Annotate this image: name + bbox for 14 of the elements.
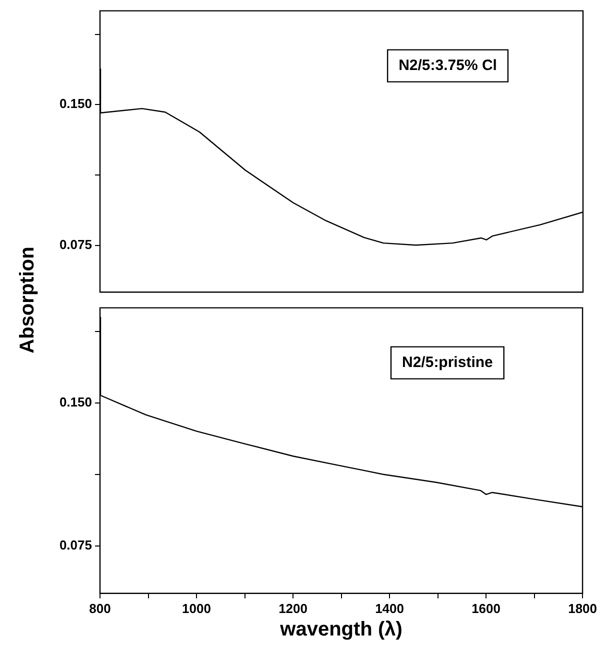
y-tick-label: 0.075 [59, 537, 92, 552]
x-tick-label: 1400 [375, 600, 404, 616]
x-tick-label: 1200 [278, 600, 308, 616]
annotation: N2/5:pristine [402, 354, 493, 371]
x-axis-title: wavength (λ) [279, 618, 402, 641]
y-tick-label: 0.075 [59, 236, 92, 252]
y-axis-title: Absorption [16, 246, 40, 354]
annotation: N2/5:3.75% Cl [398, 56, 497, 74]
x-tick-label: 1000 [182, 600, 211, 616]
x-tick-label: 1600 [472, 600, 500, 616]
x-tick-label: 800 [89, 600, 111, 616]
x-tick-label: 1800 [568, 600, 597, 616]
y-tick-label: 0.150 [59, 96, 92, 112]
y-tick-label: 0.150 [59, 394, 92, 410]
